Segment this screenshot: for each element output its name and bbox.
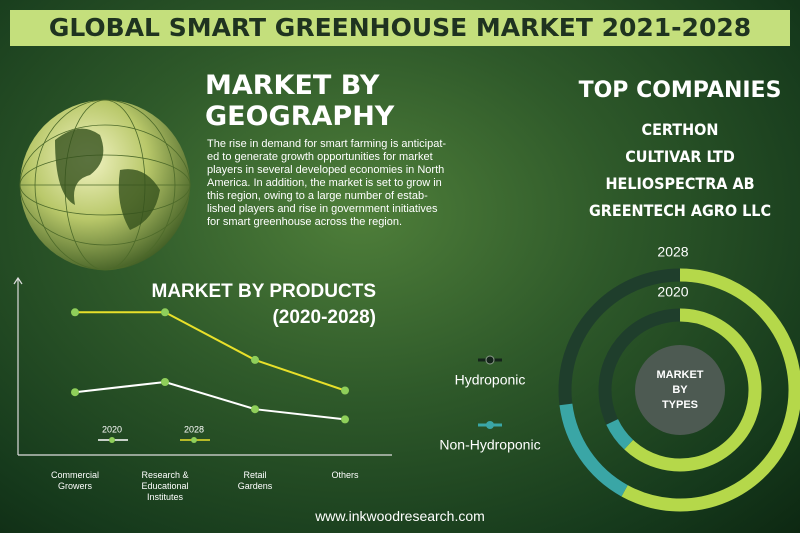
legend-dot [191, 437, 197, 443]
geography-text: players in several developed economies i… [207, 164, 445, 176]
line [75, 311, 346, 392]
center-label: MARKET BY TYPES [656, 369, 703, 411]
line [74, 380, 346, 421]
x-tick-label: Research & Educational Institutes [141, 470, 189, 502]
company-name: CERTHON [641, 120, 719, 139]
point [341, 386, 349, 395]
legend-label: Hydroponic [455, 372, 526, 388]
ring-segment [621, 268, 800, 512]
legend-label: 2020 [102, 424, 122, 434]
header-title: GLOBAL SMART GREENHOUSE MARKET 2021-2028 [10, 10, 790, 46]
legend-dot [486, 421, 494, 429]
legend-label: Non-Hydroponic [439, 437, 540, 453]
point [161, 308, 169, 317]
point [251, 405, 259, 414]
company-name: HELIOSPECTRA AB [605, 174, 755, 193]
geography-title: MARKET BY GEOGRAPHY [205, 70, 395, 132]
geography-text: ed to generate growth opportunities for … [207, 151, 433, 163]
ring-label: 2028 [657, 244, 688, 260]
company-name: GREENTECH AGRO LLC [588, 201, 772, 220]
geography-text: this region, owing to a large number of … [207, 190, 428, 202]
geography-text: lished players and rise in government in… [207, 203, 438, 215]
company-name: CULTIVAR LTD [625, 147, 735, 166]
point [251, 355, 259, 364]
chart-subtitle: (2020-2028) [272, 307, 376, 328]
axes [13, 276, 392, 456]
x-tick-label: Commercial Growers [50, 470, 99, 491]
legend-dot [109, 437, 115, 443]
ring-label: 2020 [657, 284, 688, 300]
x-tick-label: Retail Gardens [237, 470, 273, 491]
ring-segment [624, 308, 762, 472]
x-tick-label: Others [331, 470, 359, 480]
point [71, 308, 79, 317]
legend-label: 2028 [184, 424, 204, 434]
geography-text: America. In addition, the market is set … [207, 177, 442, 189]
point [341, 415, 349, 424]
ring-segment [606, 418, 634, 450]
footer-url: www.inkwoodresearch.com [315, 508, 485, 524]
center-disc [635, 345, 725, 435]
point [161, 378, 169, 386]
geography-text: The rise in demand for smart farming is … [207, 138, 447, 150]
globe [19, 99, 191, 271]
companies-title: TOP COMPANIES [578, 78, 782, 103]
ring-segment [559, 403, 628, 497]
chart-title: MARKET BY PRODUCTS [152, 281, 377, 302]
legend-dot [485, 355, 495, 365]
point [71, 388, 79, 397]
geography-text: for smart greenhouse across the region. [207, 216, 403, 228]
